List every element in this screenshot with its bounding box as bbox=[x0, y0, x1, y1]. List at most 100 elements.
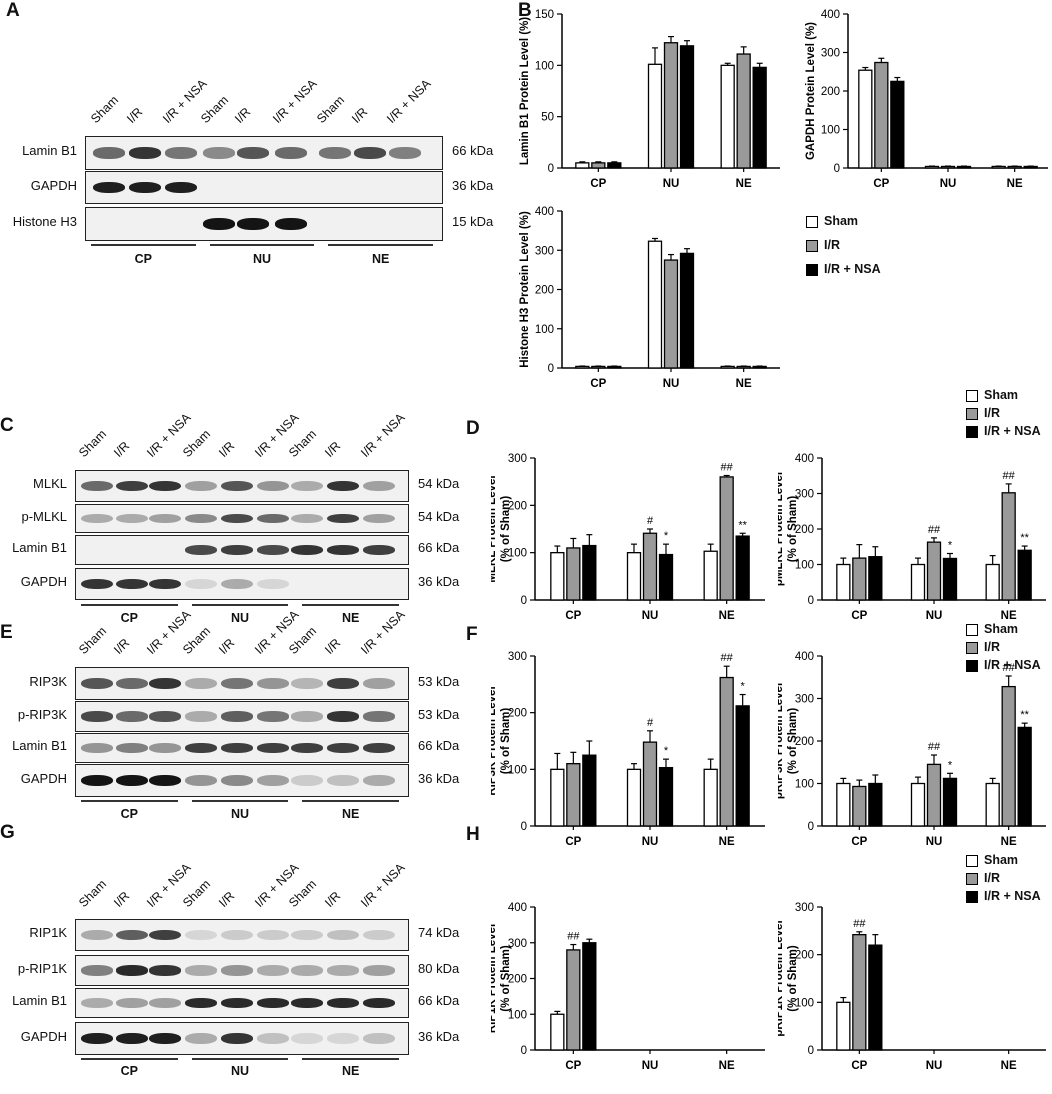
kda-label: 36 kDa bbox=[418, 1028, 460, 1044]
bar-chart-D2: 0 100 200 300 400 pMLKL Protein Level(% of Sh… bbox=[778, 453, 1046, 622]
y-tick-label: 0 bbox=[548, 363, 554, 375]
y-tick-label: 0 bbox=[834, 163, 840, 175]
kda-label: 36 kDa bbox=[418, 574, 460, 589]
blot-band bbox=[221, 965, 253, 976]
legend-label: I/R bbox=[984, 640, 1000, 654]
blot-strip bbox=[75, 764, 409, 797]
blot-band bbox=[319, 147, 351, 159]
x-tick-label: NU bbox=[926, 610, 943, 622]
y-tick-label: 300 bbox=[795, 902, 814, 914]
bar-Sham bbox=[720, 64, 735, 169]
significance-mark: ## bbox=[567, 931, 580, 943]
blot-row-label: GAPDH bbox=[20, 574, 67, 589]
significance-mark: * bbox=[948, 759, 953, 771]
significance-mark: ** bbox=[738, 519, 747, 531]
legend-label: I/R + NSA bbox=[984, 424, 1041, 438]
bar-chart-F1: 0 100 200 300 RIP3K Protein Level(% of Sham)… bbox=[491, 651, 765, 848]
group-label: NU bbox=[230, 611, 250, 625]
kda-label: 36 kDa bbox=[452, 177, 494, 193]
bar-chart-B3: 0 100 200 300 400 Histone H3 Protein Level (%… bbox=[519, 206, 780, 390]
kda-label: 66 kDa bbox=[418, 540, 460, 555]
bar-Sham bbox=[626, 768, 642, 827]
legend-swatch bbox=[966, 390, 978, 402]
blot-strip bbox=[75, 470, 409, 502]
lane-label-G: I/R bbox=[322, 888, 344, 910]
legend-swatch bbox=[966, 873, 978, 885]
blot-band bbox=[221, 677, 253, 690]
blot-band bbox=[327, 774, 359, 787]
bar-I/R + NSA bbox=[1017, 726, 1032, 827]
x-tick-label: NE bbox=[1001, 610, 1017, 622]
bar-I/R + NSA bbox=[868, 944, 883, 1051]
group-label: NE bbox=[371, 252, 390, 266]
legend-label: Sham bbox=[984, 622, 1019, 636]
bar-I/R + NSA bbox=[582, 942, 597, 1051]
blot-band bbox=[149, 774, 181, 787]
blot-band bbox=[237, 147, 269, 159]
kda-label: 53 kDa bbox=[418, 706, 460, 722]
y-tick-label: 0 bbox=[808, 821, 814, 833]
blot-band bbox=[291, 742, 323, 754]
group-line bbox=[191, 604, 289, 606]
blot-band bbox=[363, 1032, 395, 1045]
blot-band bbox=[363, 480, 395, 492]
x-tick-label: NE bbox=[719, 836, 735, 848]
lane-label-E: I/R bbox=[216, 635, 238, 657]
blot-band bbox=[327, 965, 359, 976]
lane-label-C: Sham bbox=[286, 427, 320, 460]
y-axis-label-line: (% of Sham) bbox=[787, 496, 799, 563]
blot-strip bbox=[75, 568, 409, 600]
legend-label: Sham bbox=[824, 214, 859, 228]
blot-band bbox=[291, 774, 323, 787]
x-tick-label: NE bbox=[719, 1060, 735, 1072]
blot-band bbox=[81, 480, 113, 492]
lane-label-C: I/R + NSA bbox=[358, 410, 408, 460]
blot-strip bbox=[75, 1022, 409, 1055]
blot-band bbox=[257, 544, 289, 556]
significance-mark: ** bbox=[1020, 532, 1029, 544]
significance-mark: # bbox=[647, 515, 654, 527]
blot-strip bbox=[75, 955, 409, 986]
bar-I/R + NSA bbox=[1023, 165, 1038, 169]
bar-I/R + NSA bbox=[582, 754, 597, 827]
blot-band bbox=[257, 742, 289, 754]
legend-swatch bbox=[806, 216, 818, 228]
y-tick-label: 50 bbox=[541, 112, 554, 124]
blot-row-label: GAPDH bbox=[20, 1028, 67, 1044]
y-axis-label-line: (% of Sham) bbox=[500, 945, 512, 1012]
blot-band bbox=[221, 578, 253, 590]
blot-band bbox=[81, 677, 113, 690]
blot-band bbox=[237, 218, 269, 230]
blot-strip bbox=[85, 207, 443, 241]
lane-label-A: I/R + NSA bbox=[270, 76, 320, 126]
blot-band bbox=[363, 711, 395, 722]
kda-label: 53 kDa bbox=[418, 673, 460, 689]
bar-Sham bbox=[575, 365, 590, 369]
group-line bbox=[302, 604, 399, 606]
blot-band bbox=[291, 480, 323, 492]
y-tick-label: 0 bbox=[521, 1045, 527, 1057]
x-tick-label: NU bbox=[926, 1060, 943, 1072]
group-line bbox=[81, 800, 178, 802]
bar-Sham bbox=[550, 552, 565, 601]
y-tick-label: 400 bbox=[821, 9, 840, 21]
bar-Sham bbox=[550, 1013, 565, 1051]
bar-I/R bbox=[874, 61, 889, 169]
lane-label-A: I/R + NSA bbox=[384, 76, 434, 126]
y-tick-label: 0 bbox=[548, 163, 554, 175]
legend-swatch bbox=[966, 408, 978, 420]
lane-label-G: I/R + NSA bbox=[358, 860, 408, 910]
blot-band bbox=[81, 965, 113, 976]
legend-swatch bbox=[806, 264, 818, 276]
y-tick-label: 400 bbox=[508, 902, 527, 914]
significance-mark: ## bbox=[928, 741, 941, 753]
bar-I/R bbox=[852, 557, 867, 601]
significance-mark: * bbox=[741, 681, 746, 693]
y-axis-label: MLKL Protein Level(% of Sham) bbox=[491, 475, 512, 582]
blot-band bbox=[203, 147, 235, 159]
blot-strip bbox=[75, 988, 409, 1018]
bar-Sham bbox=[985, 563, 1000, 601]
bar-I/R bbox=[642, 741, 658, 827]
significance-mark: ## bbox=[721, 652, 734, 664]
y-tick-label: 100 bbox=[535, 324, 554, 336]
